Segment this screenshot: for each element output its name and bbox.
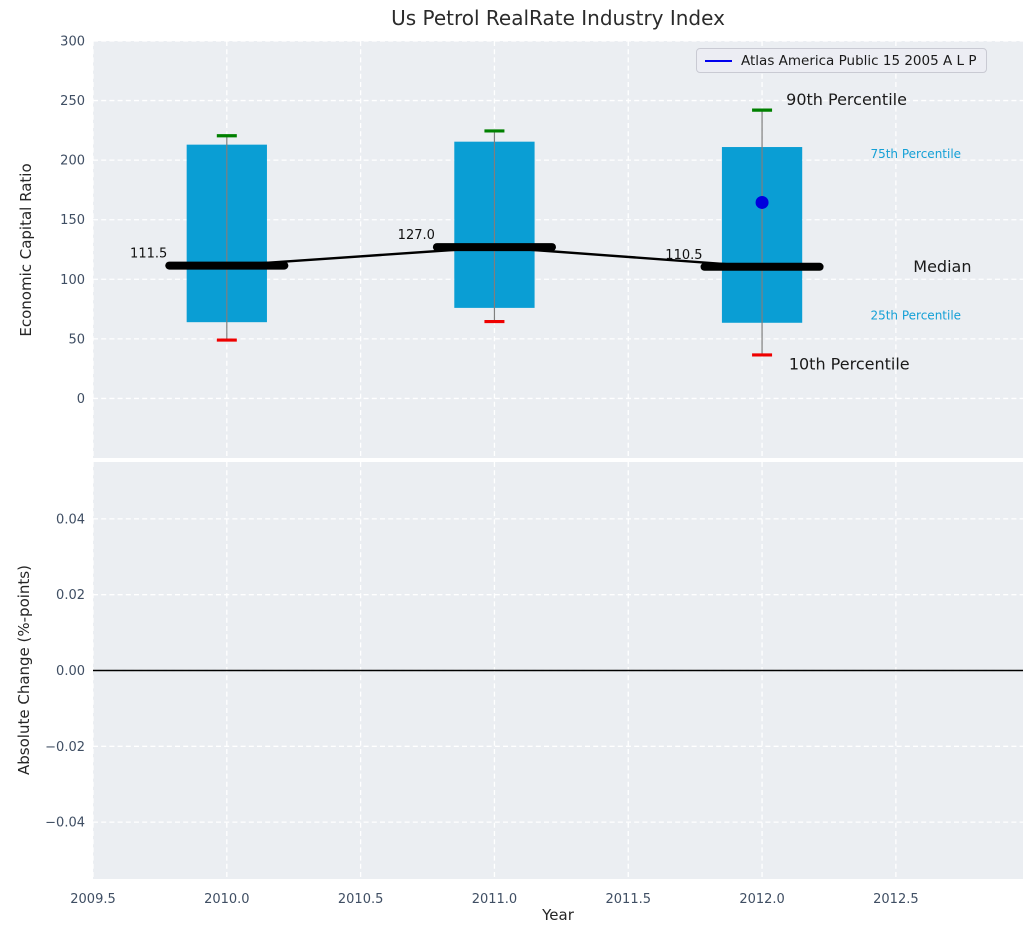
legend-line-swatch: [705, 59, 732, 62]
x-tick-label: 2011.0: [472, 892, 518, 907]
y-tick-label-top: 300: [60, 35, 85, 50]
y-tick-label-top: 200: [60, 154, 85, 169]
y-axis-label-bottom: Absolute Change (%-points): [15, 565, 33, 775]
x-tick-label: 2010.0: [204, 892, 250, 907]
y-axis-label-top: Economic Capital Ratio: [17, 163, 35, 337]
legend-label: Atlas America Public 15 2005 A L P: [741, 52, 977, 69]
x-tick-label: 2009.5: [70, 892, 116, 907]
y-tick-label-bottom: 0.00: [56, 664, 85, 679]
chart-title: Us Petrol RealRate Industry Index: [391, 6, 725, 30]
y-tick-label-top: 0: [77, 392, 85, 407]
y-tick-label-bottom: −0.04: [45, 816, 85, 831]
median-value-label-2011: 127.0: [398, 228, 435, 243]
x-tick-label: 2012.0: [739, 892, 785, 907]
annotation-25th-percentile: 25th Percentile: [870, 308, 961, 322]
y-tick-label-top: 50: [68, 332, 85, 347]
median-value-label-2010: 111.5: [130, 247, 167, 262]
annotation-90th-percentile: 90th Percentile: [786, 90, 907, 109]
annotation-10th-percentile: 10th Percentile: [789, 355, 910, 374]
x-tick-label: 2011.5: [606, 892, 652, 907]
median-value-label-2012: 110.5: [665, 248, 702, 263]
annotation-median: Median: [913, 257, 971, 276]
x-tick-label: 2012.5: [873, 892, 919, 907]
company-point: [755, 195, 769, 209]
annotation-75th-percentile: 75th Percentile: [870, 147, 961, 161]
y-tick-label-top: 250: [60, 94, 85, 109]
y-tick-label-bottom: 0.02: [56, 588, 85, 603]
x-axis-label: Year: [542, 906, 574, 924]
y-tick-label-bottom: −0.02: [45, 740, 85, 755]
y-tick-label-top: 150: [60, 213, 85, 228]
y-tick-label-top: 100: [60, 273, 85, 288]
legend: Atlas America Public 15 2005 A L P: [696, 48, 988, 73]
x-tick-label: 2010.5: [338, 892, 384, 907]
y-tick-label-bottom: 0.04: [56, 512, 85, 527]
